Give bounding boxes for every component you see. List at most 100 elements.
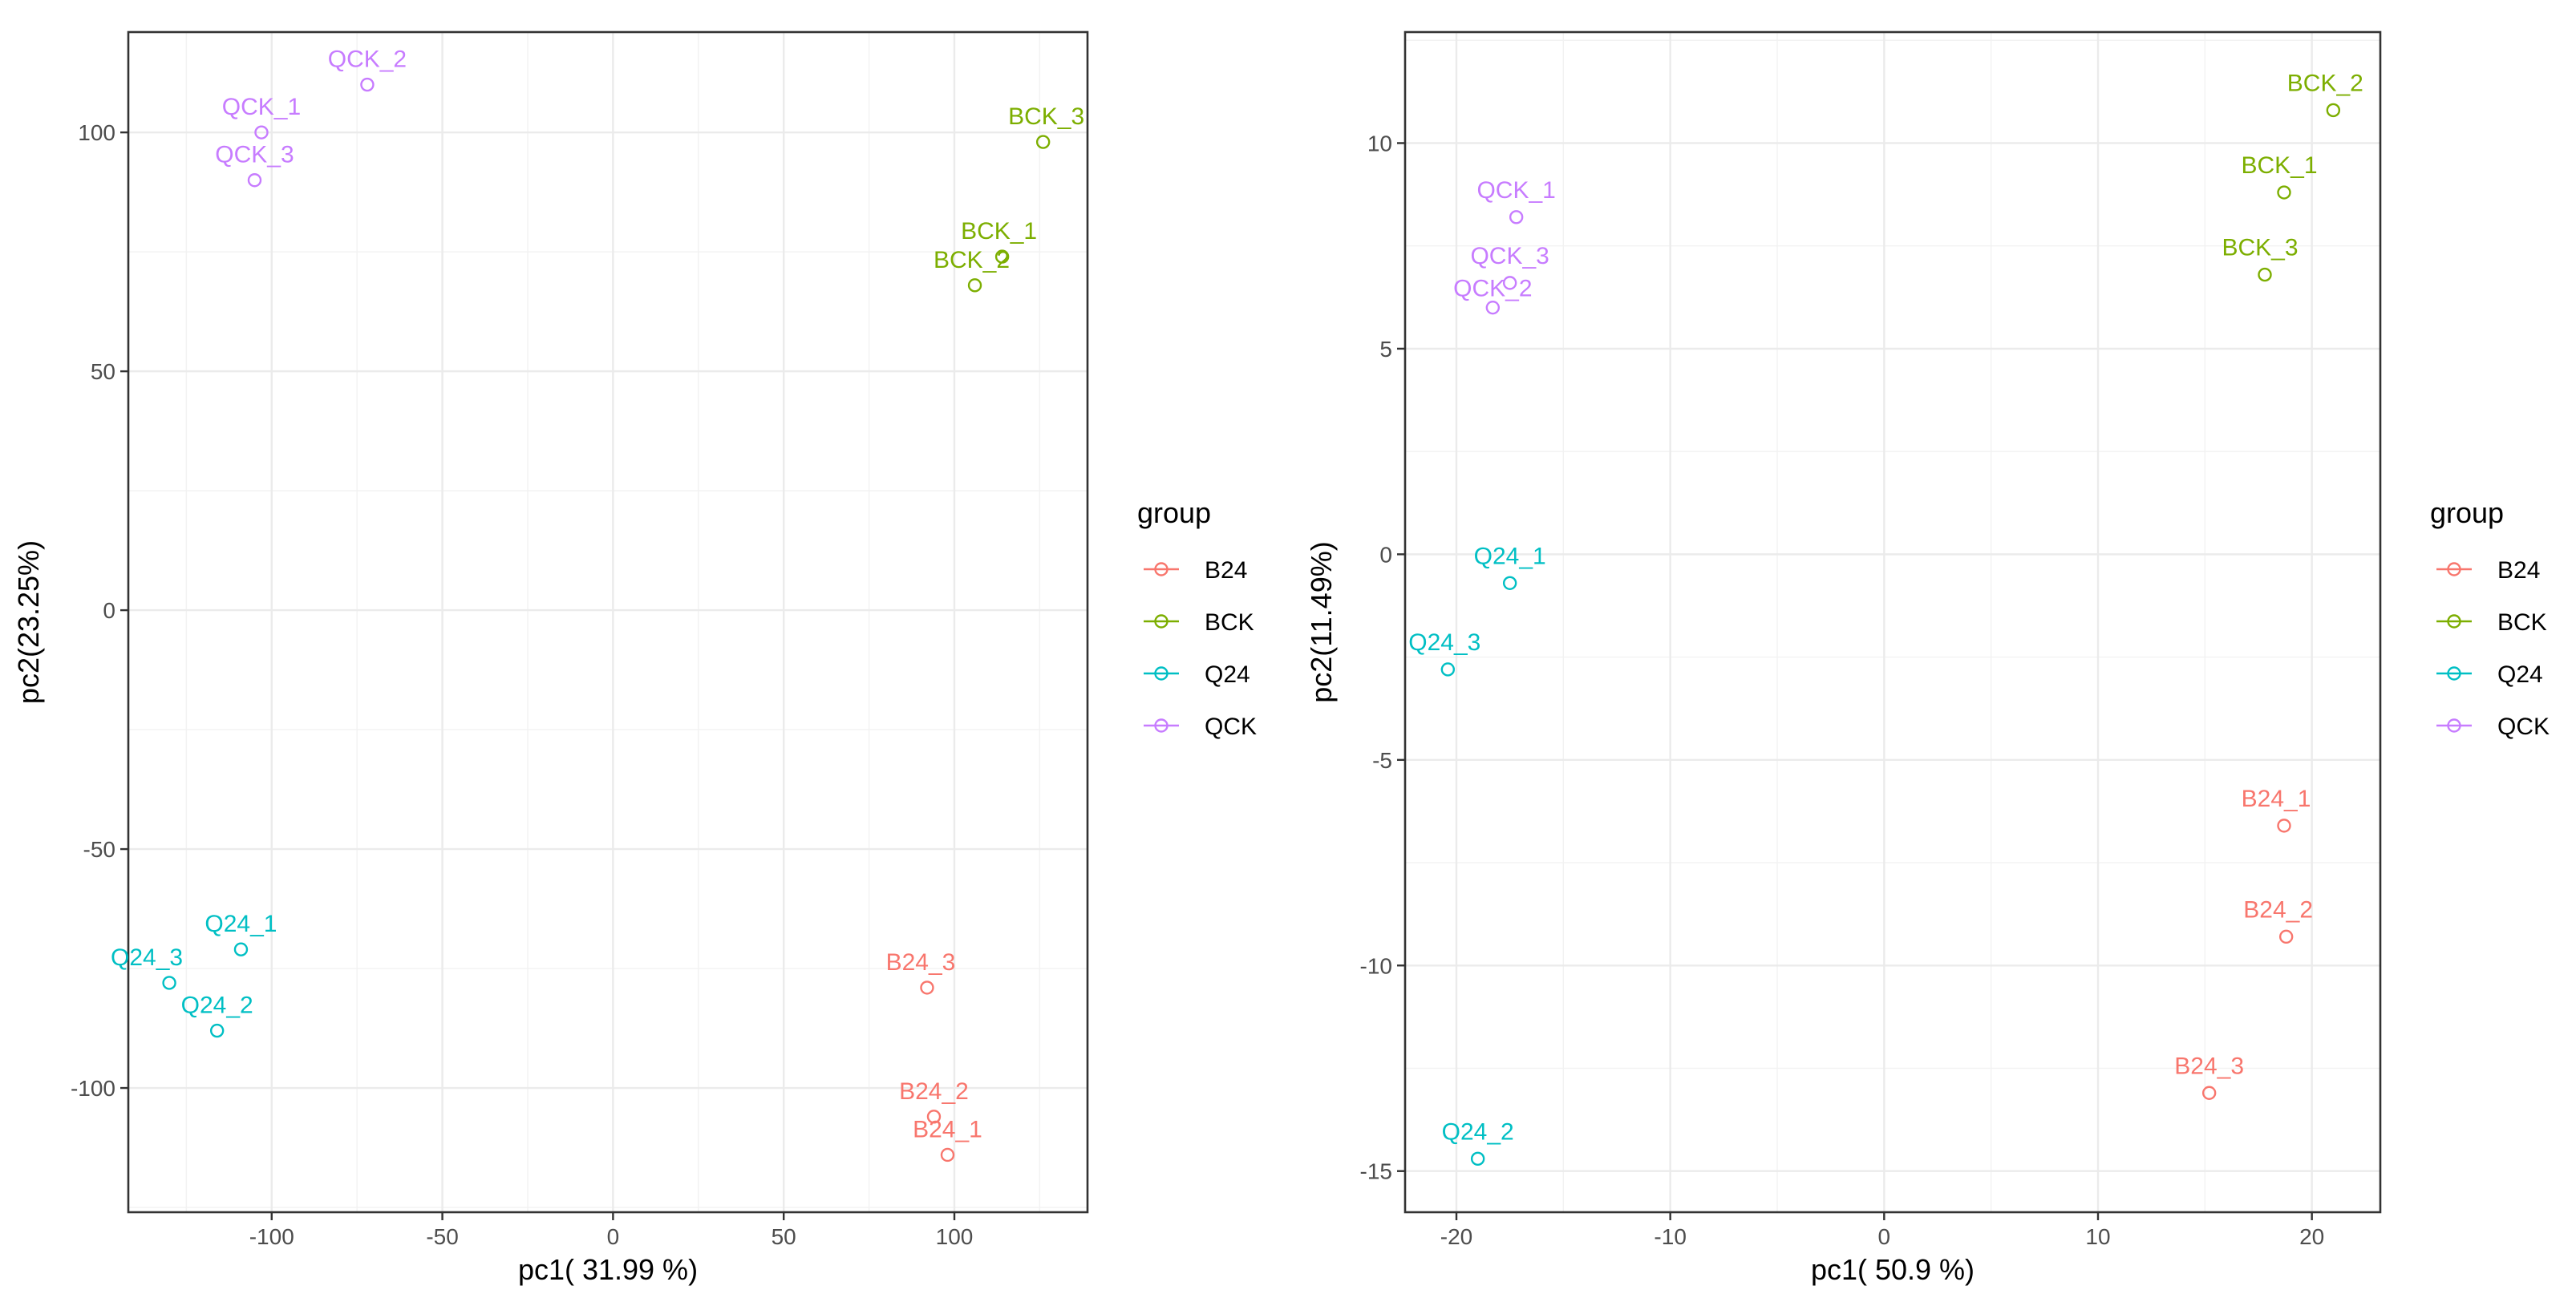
x-tick-label: 50 xyxy=(772,1224,796,1249)
data-point-bck-3 xyxy=(1035,135,1051,149)
point-label-b24-1: B24_1 xyxy=(2242,786,2311,812)
y-tick-label: 100 xyxy=(78,120,115,145)
legend-key-point-q24 xyxy=(1154,666,1169,681)
legend-label-b24: B24 xyxy=(2497,557,2540,584)
legend-label-qck: QCK xyxy=(2497,714,2550,740)
point-label-b24-3: B24_3 xyxy=(2174,1053,2244,1079)
point-label-q24-3: Q24_3 xyxy=(1408,629,1480,656)
legend: group B24 BCK Q24 QCK xyxy=(2430,496,2550,740)
chart-panel-2: -20 -10 0 10 20 -15 -10 -5 0 5 10 pc1( 50.9 %) pc2(1… xyxy=(1305,30,2550,1286)
y-axis-title: pc2(23.25%) xyxy=(12,540,45,704)
data-point-b24-2 xyxy=(2278,929,2294,944)
x-tick-label: -20 xyxy=(1440,1224,1472,1249)
point-label-q24-1: Q24_1 xyxy=(1474,543,1546,569)
data-point-q24-3 xyxy=(1440,662,1456,677)
plot-background xyxy=(128,32,1088,1212)
data-point-q24-2 xyxy=(209,1023,225,1038)
point-label-q24-3: Q24_3 xyxy=(111,944,183,971)
x-tick-label: 20 xyxy=(2299,1224,2324,1249)
y-tick-label: 10 xyxy=(1367,131,1392,156)
point-label-q24-2: Q24_2 xyxy=(1442,1118,1514,1145)
x-tick-label: 100 xyxy=(936,1224,974,1249)
data-point-b24-1 xyxy=(2277,819,2291,833)
data-point-b24-1 xyxy=(940,1147,955,1162)
y-tick-label: -5 xyxy=(1372,748,1392,773)
point-label-qck-3: QCK_3 xyxy=(1470,243,1549,269)
point-label-q24-2: Q24_2 xyxy=(181,993,253,1019)
legend-label-bck: BCK xyxy=(2497,609,2547,636)
legend-key-point-b24 xyxy=(1154,562,1169,576)
data-point-bck-1 xyxy=(994,249,1010,264)
data-point-b24-3 xyxy=(2201,1086,2217,1100)
data-point-q24-1 xyxy=(1502,576,1517,590)
point-label-qck-1: QCK_1 xyxy=(222,94,301,120)
data-point-qck-2 xyxy=(1485,300,1501,315)
point-label-q24-1: Q24_1 xyxy=(205,911,277,937)
y-tick-label: -15 xyxy=(1360,1159,1392,1184)
x-tick-label: 10 xyxy=(2085,1224,2110,1249)
point-label-b24-3: B24_3 xyxy=(886,949,956,976)
panel-border xyxy=(1403,30,2382,1214)
legend-key-point-qck xyxy=(2447,718,2461,733)
legend: group B24 BCK Q24 QCK xyxy=(1137,496,1257,740)
legend-key-point-bck xyxy=(2447,614,2461,629)
y-tick-label: 50 xyxy=(91,359,115,384)
legend-key-point-bck xyxy=(1154,614,1169,629)
data-point-qck-3 xyxy=(247,173,262,188)
point-label-qck-2: QCK_2 xyxy=(328,46,407,73)
point-label-bck-2: BCK_2 xyxy=(934,247,1010,273)
point-label-bck-3: BCK_3 xyxy=(1008,103,1084,130)
point-label-bck-1: BCK_1 xyxy=(2241,152,2317,179)
plot-background xyxy=(1405,32,2380,1212)
chart-panel-1: -100 -50 0 50 100 -100 -50 0 50 100 pc1( 31.99 %) p… xyxy=(12,30,1257,1286)
point-label-b24-1: B24_1 xyxy=(913,1116,982,1142)
panel-border xyxy=(127,30,1089,1214)
point-label-qck-1: QCK_1 xyxy=(1476,177,1555,204)
legend-label-qck: QCK xyxy=(1205,714,1257,740)
y-tick-label: -100 xyxy=(71,1076,115,1101)
y-tick-label: 0 xyxy=(103,598,115,623)
legend-key-point-q24 xyxy=(2447,666,2461,681)
point-label-qck-3: QCK_3 xyxy=(215,142,294,168)
y-tick-label: 0 xyxy=(1379,542,1392,567)
point-label-b24-2: B24_2 xyxy=(899,1078,969,1105)
point-label-qck-2: QCK_2 xyxy=(1453,276,1532,302)
point-label-bck-3: BCK_3 xyxy=(2222,235,2298,261)
legend-label-b24: B24 xyxy=(1205,557,1247,584)
data-point-qck-2 xyxy=(360,77,375,92)
y-tick-label: -10 xyxy=(1360,953,1392,978)
data-point-qck-1 xyxy=(254,125,269,140)
data-point-bck-1 xyxy=(2277,185,2291,200)
data-point-qck-1 xyxy=(1509,210,1524,224)
legend-title: group xyxy=(2430,496,2504,529)
legend-label-q24: Q24 xyxy=(2497,661,2543,688)
data-point-q24-3 xyxy=(162,976,176,990)
x-tick-label: -50 xyxy=(426,1224,458,1249)
legend-key-point-b24 xyxy=(2447,562,2461,576)
y-axis-title: pc2(11.49%) xyxy=(1305,541,1338,702)
x-tick-label: 0 xyxy=(1878,1224,1891,1249)
legend-label-bck: BCK xyxy=(1205,609,1254,636)
legend-key-point-qck xyxy=(1154,718,1169,733)
data-point-b24-3 xyxy=(920,981,934,995)
y-tick-label: -50 xyxy=(83,837,115,862)
data-point-q24-2 xyxy=(1470,1151,1485,1167)
x-tick-label: -100 xyxy=(249,1224,294,1249)
x-tick-label: -10 xyxy=(1654,1224,1686,1249)
data-point-q24-1 xyxy=(233,942,249,956)
legend-label-q24: Q24 xyxy=(1205,661,1250,688)
y-tick-label: 5 xyxy=(1379,337,1392,362)
data-point-qck-3 xyxy=(1502,276,1517,290)
x-tick-label: 0 xyxy=(607,1224,620,1249)
x-axis-title: pc1( 31.99 %) xyxy=(518,1253,698,1286)
data-point-bck-3 xyxy=(2258,267,2272,282)
legend-title: group xyxy=(1137,496,1211,529)
point-label-bck-2: BCK_2 xyxy=(2287,70,2363,96)
data-point-bck-2 xyxy=(2326,103,2341,118)
data-point-bck-2 xyxy=(967,278,982,293)
point-label-b24-2: B24_2 xyxy=(2243,896,2313,923)
x-axis-title: pc1( 50.9 %) xyxy=(1811,1253,1975,1286)
data-point-b24-2 xyxy=(926,1110,942,1124)
point-label-bck-1: BCK_1 xyxy=(961,218,1037,245)
